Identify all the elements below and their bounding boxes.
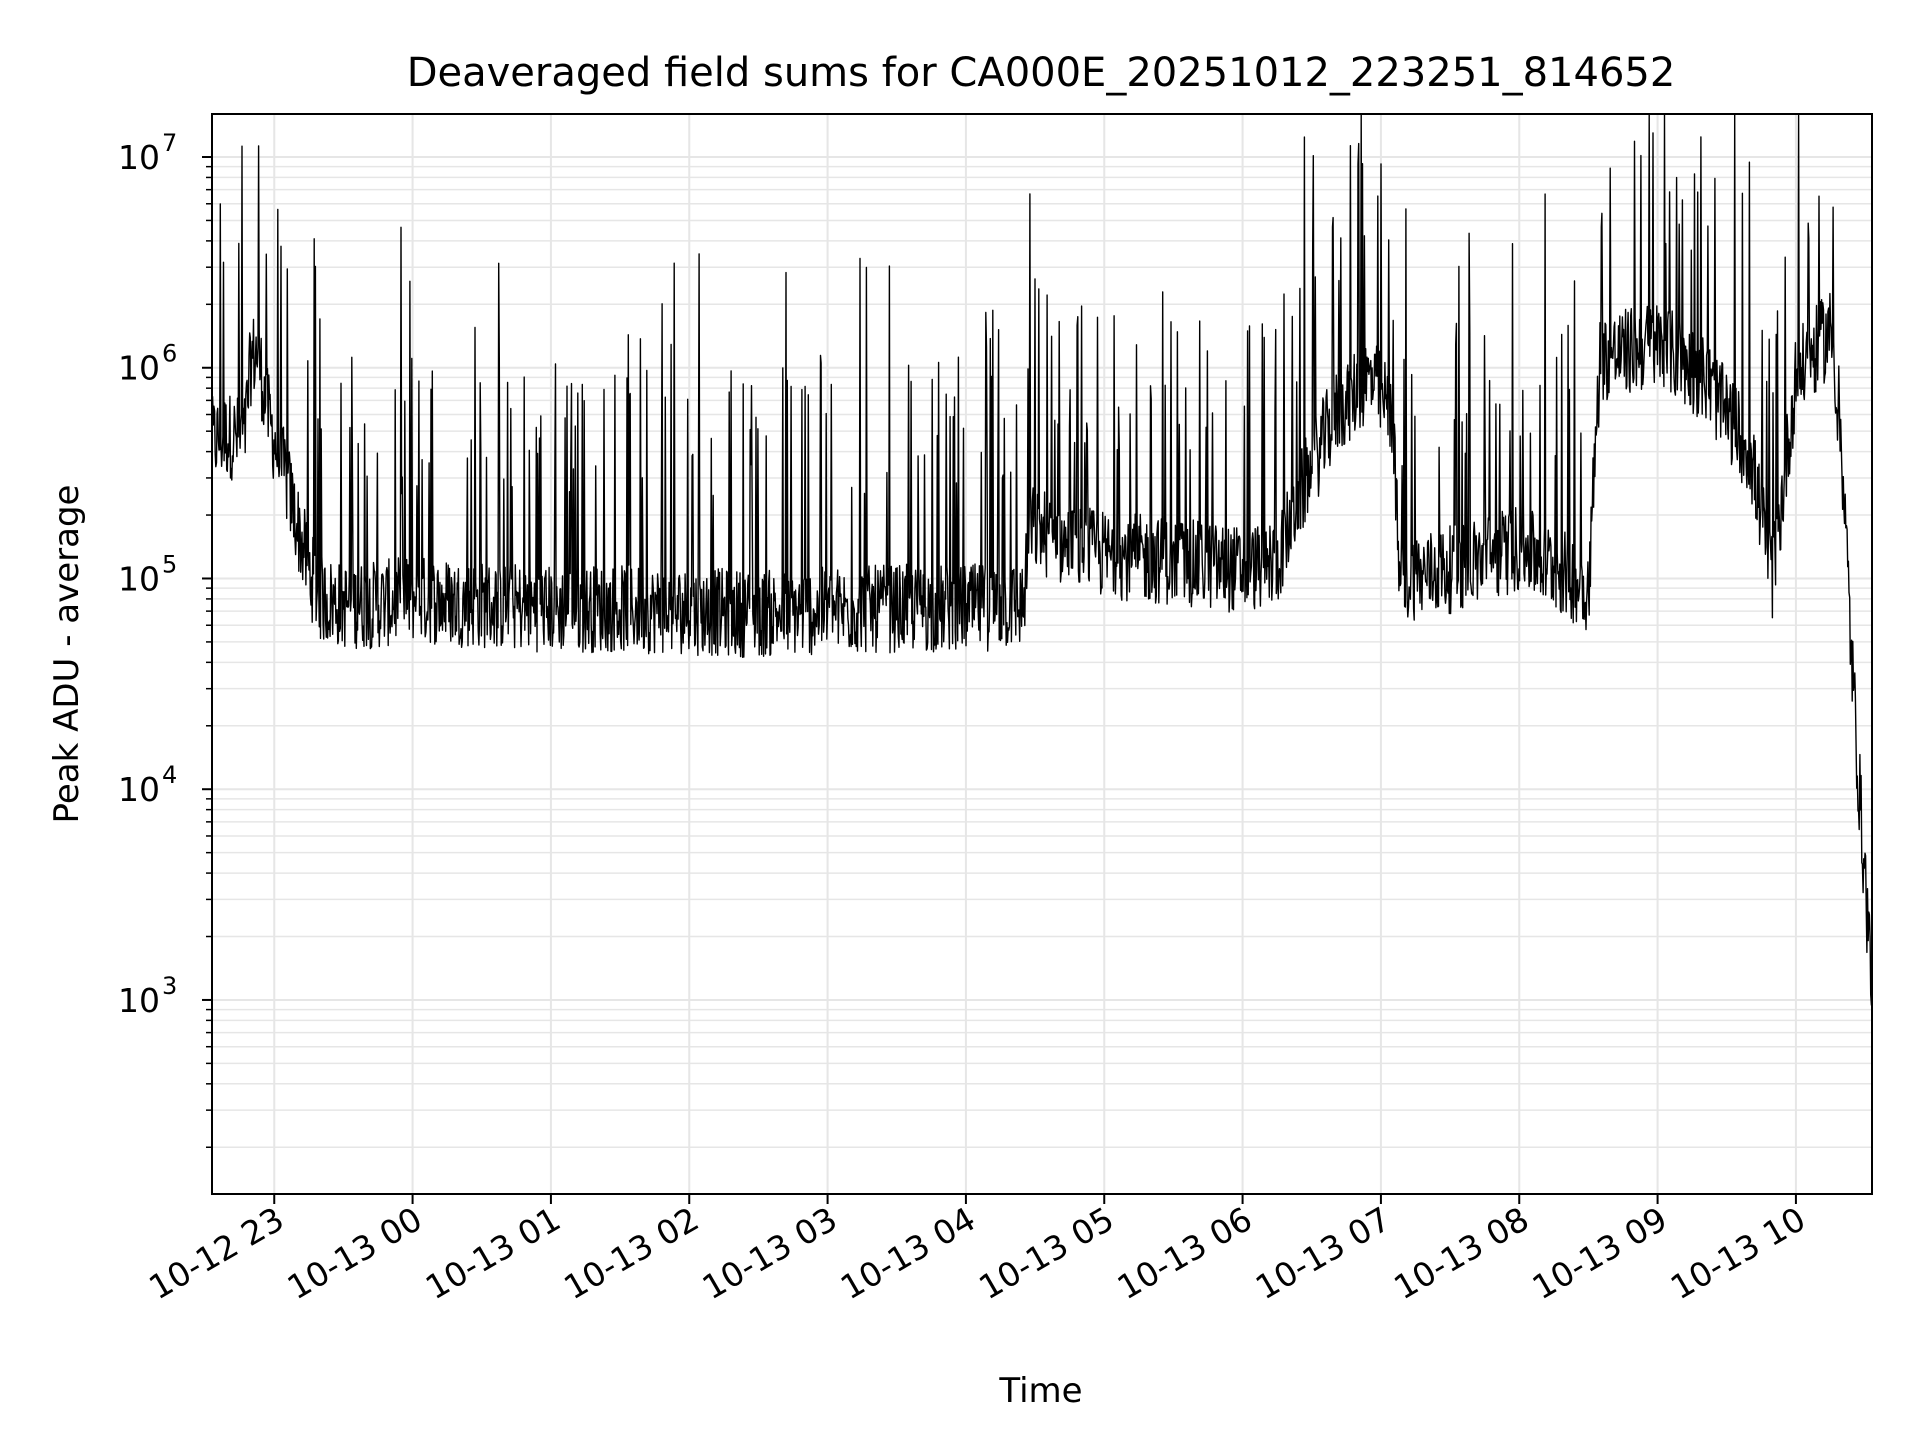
y-tick-base: 10 <box>118 559 160 598</box>
y-tick-exponent: 7 <box>162 129 177 157</box>
y-axis-label: Peak ADU - average <box>47 485 87 824</box>
y-tick-base: 10 <box>118 138 160 177</box>
y-tick-base: 10 <box>118 770 160 809</box>
chart-title: Deaveraged field sums for CA000E_2025101… <box>407 50 1676 96</box>
y-tick-base: 10 <box>118 349 160 388</box>
series-layer <box>212 114 1872 1006</box>
y-tick-exponent: 4 <box>162 761 177 789</box>
y-tick-label: 10 7 <box>118 129 177 177</box>
y-tick-label: 10 5 <box>118 550 177 598</box>
y-tick-base: 10 <box>118 981 160 1020</box>
y-tick-exponent: 6 <box>162 340 177 368</box>
series-line <box>212 114 1872 1006</box>
y-tick-exponent: 5 <box>162 550 177 578</box>
plot-frame <box>211 113 1873 1195</box>
x-axis-label: Time <box>998 1371 1082 1411</box>
y-tick-label: 10 4 <box>118 761 177 809</box>
grid <box>212 114 1872 1194</box>
y-tick-label: 10 3 <box>118 972 177 1020</box>
y-tick-exponent: 3 <box>162 972 177 1000</box>
y-tick-label: 10 6 <box>118 340 177 388</box>
